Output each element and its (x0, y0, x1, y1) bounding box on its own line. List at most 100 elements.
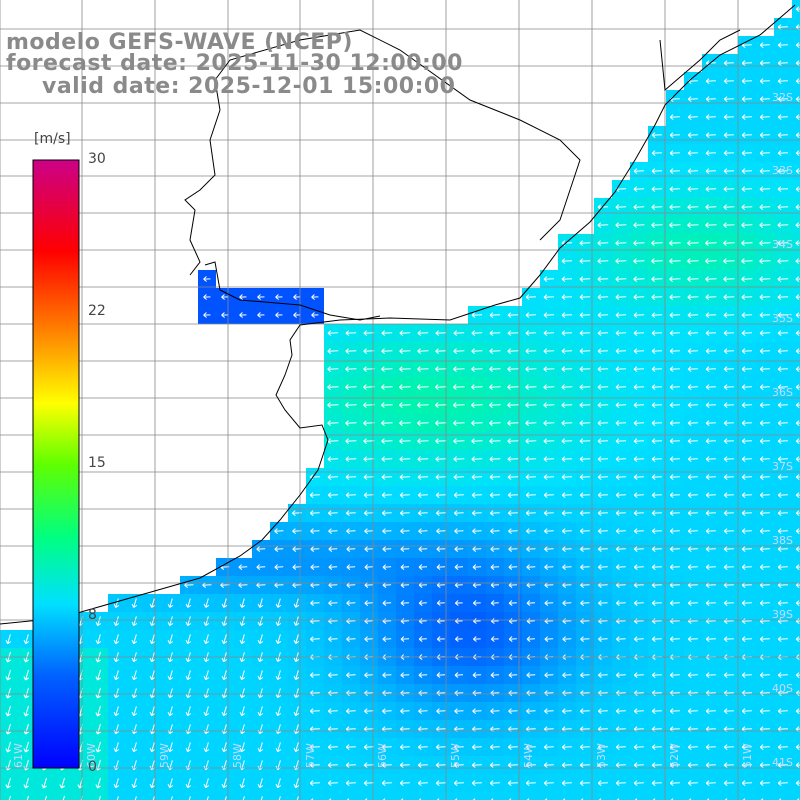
wind-arrow (777, 240, 789, 247)
wind-arrow (472, 564, 482, 570)
wind-arrow (615, 456, 626, 462)
wind-arrow (274, 528, 284, 534)
wind-arrow (453, 366, 465, 373)
wind-arrow (759, 708, 770, 714)
wind-arrow (669, 708, 680, 714)
wind-arrow (472, 708, 482, 714)
wind-arrow (221, 598, 228, 608)
wind-arrow (328, 546, 338, 552)
wind-arrow (669, 348, 680, 354)
longitude-labels: 61W 60W 59W 58W 57W 56W 55W 54W 53W 52W 51W (12, 743, 754, 768)
wind-arrow (651, 492, 662, 498)
wind-arrow (381, 438, 393, 445)
latitude-labels: 32S 33S 34S 35S 36S 37S 38S 39S 40S 41S (772, 91, 793, 769)
wind-arrow (490, 546, 500, 552)
wind-arrow (328, 564, 338, 570)
wind-arrow (741, 312, 753, 318)
wind-arrow (741, 78, 752, 84)
wind-arrow (113, 616, 120, 627)
wind-arrow (526, 528, 536, 534)
wind-arrow (795, 672, 800, 678)
wind-arrow (345, 330, 357, 337)
wind-speed-cell (378, 792, 396, 800)
wind-arrow (275, 670, 282, 681)
wind-arrow (327, 708, 338, 714)
wind-arrow (633, 186, 645, 192)
wind-arrow (363, 492, 374, 498)
wind-arrow (795, 528, 800, 534)
wind-arrow (399, 438, 411, 445)
wind-arrow (795, 96, 800, 102)
wind-arrow (795, 150, 800, 156)
wind-arrow (687, 348, 698, 354)
wind-speed-cell (360, 792, 378, 800)
wind-arrow (687, 114, 698, 120)
wind-arrow (651, 780, 662, 786)
wind-arrow (525, 744, 536, 750)
wind-arrow (705, 600, 716, 606)
wind-arrow (490, 600, 499, 606)
wind-arrow (651, 438, 662, 444)
wind-arrow (723, 564, 734, 570)
wind-arrow (508, 708, 518, 714)
wind-arrow (795, 636, 800, 642)
wind-arrow (507, 762, 518, 768)
wind-arrow (5, 687, 12, 699)
wind-arrow (705, 258, 717, 265)
wind-arrow (382, 636, 392, 642)
wind-arrow (741, 546, 752, 552)
wind-arrow (651, 744, 662, 750)
wind-arrow (777, 672, 788, 678)
wind-arrow (562, 546, 572, 552)
wind-arrow (400, 600, 410, 606)
wind-arrow (795, 510, 800, 516)
wind-arrow (525, 780, 536, 786)
wind-arrow (777, 258, 789, 265)
wind-arrow (507, 366, 519, 373)
wind-arrow (185, 688, 192, 699)
wind-arrow (705, 672, 716, 678)
wind-arrow (687, 384, 698, 390)
wind-speed-cell (18, 792, 36, 800)
wind-arrow (741, 528, 752, 534)
wind-arrow (741, 96, 752, 102)
wind-arrow (471, 492, 482, 498)
wind-arrow (454, 708, 464, 714)
wind-speed-cell (36, 792, 54, 800)
wind-arrow (131, 598, 138, 608)
wind-arrow (759, 744, 770, 750)
wind-arrow (185, 778, 192, 789)
wind-arrow (203, 742, 210, 753)
wind-arrow (633, 258, 645, 265)
wind-arrow (669, 186, 681, 193)
wind-arrow (633, 312, 645, 319)
wind-arrow (525, 348, 537, 355)
wind-arrow (346, 672, 356, 678)
wind-arrow (615, 312, 627, 318)
wind-arrow (23, 777, 30, 789)
wind-arrow (777, 474, 788, 480)
wind-arrow (490, 708, 500, 714)
wind-arrow (238, 564, 248, 570)
wind-arrow (633, 168, 644, 174)
wind-arrow (242, 796, 245, 800)
wind-arrow (795, 6, 800, 12)
wind-arrow (149, 688, 156, 699)
wind-arrow (687, 708, 698, 714)
wind-arrow (562, 672, 572, 678)
wind-arrow (417, 762, 428, 768)
wind-arrow (651, 762, 662, 768)
wind-arrow (705, 510, 716, 516)
wind-arrow (705, 636, 716, 642)
wind-arrow (687, 636, 698, 642)
wind-arrow (562, 564, 572, 570)
wind-arrow (167, 688, 174, 699)
wind-arrow (687, 96, 698, 102)
wind-arrow (579, 312, 591, 318)
wind-arrow (399, 420, 411, 427)
wind-arrow (633, 438, 644, 444)
wind-arrow (597, 240, 609, 247)
wind-arrow (651, 312, 663, 319)
wind-arrow (741, 258, 753, 265)
wind-arrow (795, 600, 800, 606)
